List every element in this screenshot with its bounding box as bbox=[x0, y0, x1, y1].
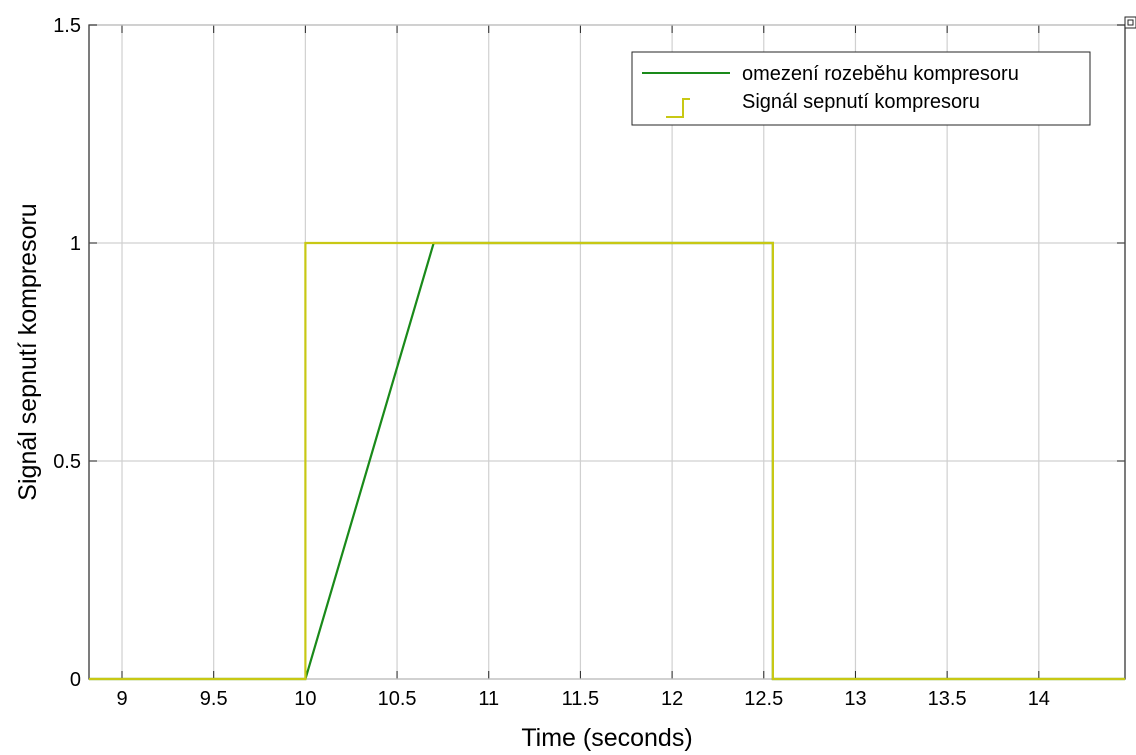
x-tick-label: 9 bbox=[116, 688, 127, 710]
legend-swatch-signal bbox=[666, 98, 690, 118]
y-tick-label: 0.5 bbox=[53, 451, 81, 473]
y-tick-label: 1 bbox=[70, 233, 81, 255]
y-tick-label: 0 bbox=[70, 669, 81, 691]
x-tick-label: 11 bbox=[478, 688, 499, 710]
y-axis-label: Signál sepnutí kompresoru bbox=[14, 203, 42, 500]
x-tick-label: 10.5 bbox=[378, 688, 417, 710]
series-lines bbox=[89, 241, 1125, 681]
series-line-signal bbox=[89, 241, 1125, 681]
x-tick-label: 11.5 bbox=[562, 688, 599, 710]
x-tick-label: 10 bbox=[294, 688, 316, 710]
legend-box bbox=[631, 51, 1091, 126]
x-tick-label: 14 bbox=[1028, 688, 1050, 710]
maximize-icon[interactable] bbox=[1124, 16, 1136, 29]
x-tick-label: 9.5 bbox=[200, 688, 228, 710]
legend[interactable]: omezení rozeběhu kompresoru Signál sepnu… bbox=[631, 51, 1091, 126]
x-tick-label: 13 bbox=[844, 688, 866, 710]
x-tick-label: 13.5 bbox=[928, 688, 967, 710]
x-tick-label: 12.5 bbox=[744, 688, 783, 710]
plot-area bbox=[88, 24, 1126, 680]
x-tick-label: 12 bbox=[661, 688, 683, 710]
y-tick-label: 1.5 bbox=[53, 15, 81, 37]
legend-label-signal: Signál sepnutí kompresoru bbox=[742, 91, 980, 113]
legend-label-omezeni: omezení rozeběhu kompresoru bbox=[742, 63, 1019, 85]
x-axis-label: Time (seconds) bbox=[521, 724, 692, 752]
